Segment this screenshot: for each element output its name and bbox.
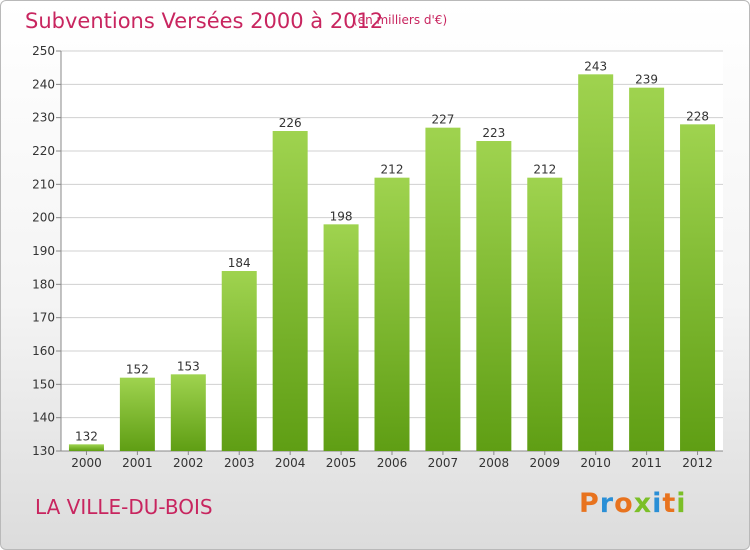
y-tick-label: 130 xyxy=(32,444,55,458)
bar xyxy=(221,271,257,451)
bar-value-label: 212 xyxy=(533,163,556,177)
town-name: LA VILLE-DU-BOIS xyxy=(35,495,213,519)
bar-value-label: 243 xyxy=(584,59,607,73)
bar xyxy=(527,177,563,451)
y-tick-label: 250 xyxy=(32,44,55,58)
bar-value-label: 223 xyxy=(482,126,505,140)
bar-value-label: 239 xyxy=(635,73,658,87)
chart-unit: (en milliers d'€) xyxy=(353,13,448,27)
x-tick-label: 2009 xyxy=(529,456,560,470)
logo-letter: t xyxy=(662,488,677,519)
bar xyxy=(374,177,410,451)
y-tick-label: 240 xyxy=(32,77,55,91)
y-tick-label: 140 xyxy=(32,411,55,425)
x-tick-label: 2000 xyxy=(71,456,102,470)
y-tick-label: 180 xyxy=(32,277,55,291)
logo-letter: i xyxy=(676,488,687,519)
x-tick-label: 2003 xyxy=(224,456,255,470)
bar-value-label: 184 xyxy=(228,256,251,270)
y-tick-label: 170 xyxy=(32,311,55,325)
y-tick-label: 220 xyxy=(32,144,55,158)
bar-value-label: 153 xyxy=(177,359,200,373)
y-tick-label: 230 xyxy=(32,111,55,125)
x-tick-label: 2010 xyxy=(580,456,611,470)
bar xyxy=(170,374,206,451)
y-tick-label: 190 xyxy=(32,244,55,258)
y-tick-label: 160 xyxy=(32,344,55,358)
bar xyxy=(425,127,461,452)
y-tick-label: 200 xyxy=(32,211,55,225)
bar-value-label: 212 xyxy=(381,163,404,177)
bar-value-label: 227 xyxy=(431,113,454,127)
bar-value-label: 152 xyxy=(126,363,149,377)
bar-value-label: 226 xyxy=(279,116,302,130)
logo-letter: o xyxy=(614,488,634,519)
logo-letter: x xyxy=(633,488,653,519)
bar-value-label: 198 xyxy=(330,209,353,223)
bar-value-label: 132 xyxy=(75,429,98,443)
x-tick-label: 2012 xyxy=(682,456,713,470)
chart-title: Subventions Versées 2000 à 2012 xyxy=(25,9,384,33)
x-tick-label: 2002 xyxy=(173,456,204,470)
bar xyxy=(323,224,359,451)
logo-letter: i xyxy=(652,488,663,519)
x-tick-label: 2008 xyxy=(479,456,510,470)
x-tick-label: 2005 xyxy=(326,456,357,470)
bar xyxy=(680,124,716,451)
logo-letter: P xyxy=(579,488,600,519)
x-tick-label: 2011 xyxy=(631,456,662,470)
bar xyxy=(629,87,665,452)
x-tick-label: 2007 xyxy=(428,456,459,470)
bar xyxy=(68,444,104,451)
x-tick-label: 2004 xyxy=(275,456,306,470)
y-tick-label: 210 xyxy=(32,177,55,191)
y-tick-label: 150 xyxy=(32,377,55,391)
x-tick-label: 2006 xyxy=(377,456,408,470)
bar xyxy=(578,74,614,451)
logo-letter: r xyxy=(599,488,615,519)
bar xyxy=(119,377,155,451)
proxiti-logo: Proxiti xyxy=(579,488,687,519)
bar-value-label: 228 xyxy=(686,109,709,123)
x-tick-label: 2001 xyxy=(122,456,153,470)
bar xyxy=(272,131,308,451)
bar xyxy=(476,141,512,451)
